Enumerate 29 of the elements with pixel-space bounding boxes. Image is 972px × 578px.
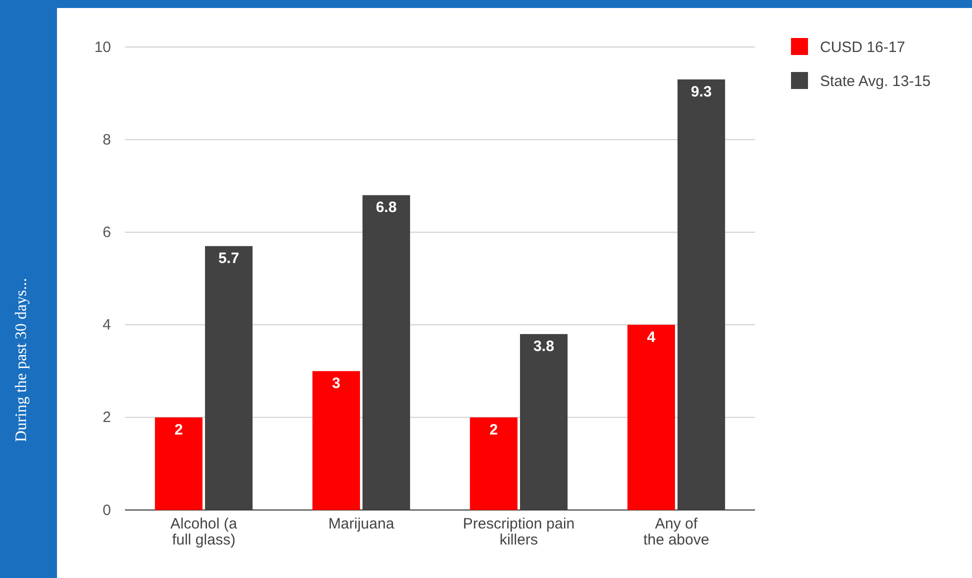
bar [627,324,675,510]
bar [678,79,726,510]
legend-label: CUSD 16-17 [820,39,906,56]
x-tick-label: Marijuana [328,516,395,533]
y-axis-title: During the past 30 days... [13,278,30,442]
y-tick-label: 8 [102,131,111,148]
y-tick-label: 4 [102,316,111,334]
y-tick-label: 10 [94,38,111,56]
data-label: 4 [647,328,656,346]
bar [312,371,360,510]
y-tick-label: 2 [102,409,111,426]
bar [154,417,202,510]
y-tick-label: 6 [102,224,111,241]
x-tick-label: Alcohol (a full glass) [170,516,238,548]
data-label: 5.7 [218,250,240,268]
legend-label: State Avg. 13-15 [820,73,931,90]
bar [470,417,518,510]
data-label: 6.8 [376,199,397,216]
data-label: 2 [174,421,183,438]
data-label: 3.8 [533,338,554,356]
data-label: 3 [332,375,340,392]
data-label: 2 [490,421,498,438]
bar [362,195,410,510]
y-tick-label: 0 [102,502,111,519]
bar [520,334,568,510]
bar [205,246,253,510]
x-tick-label: Any of the above [643,516,710,548]
x-tick-label: Prescription pain killers [462,516,575,548]
data-label: 9.3 [690,83,712,100]
